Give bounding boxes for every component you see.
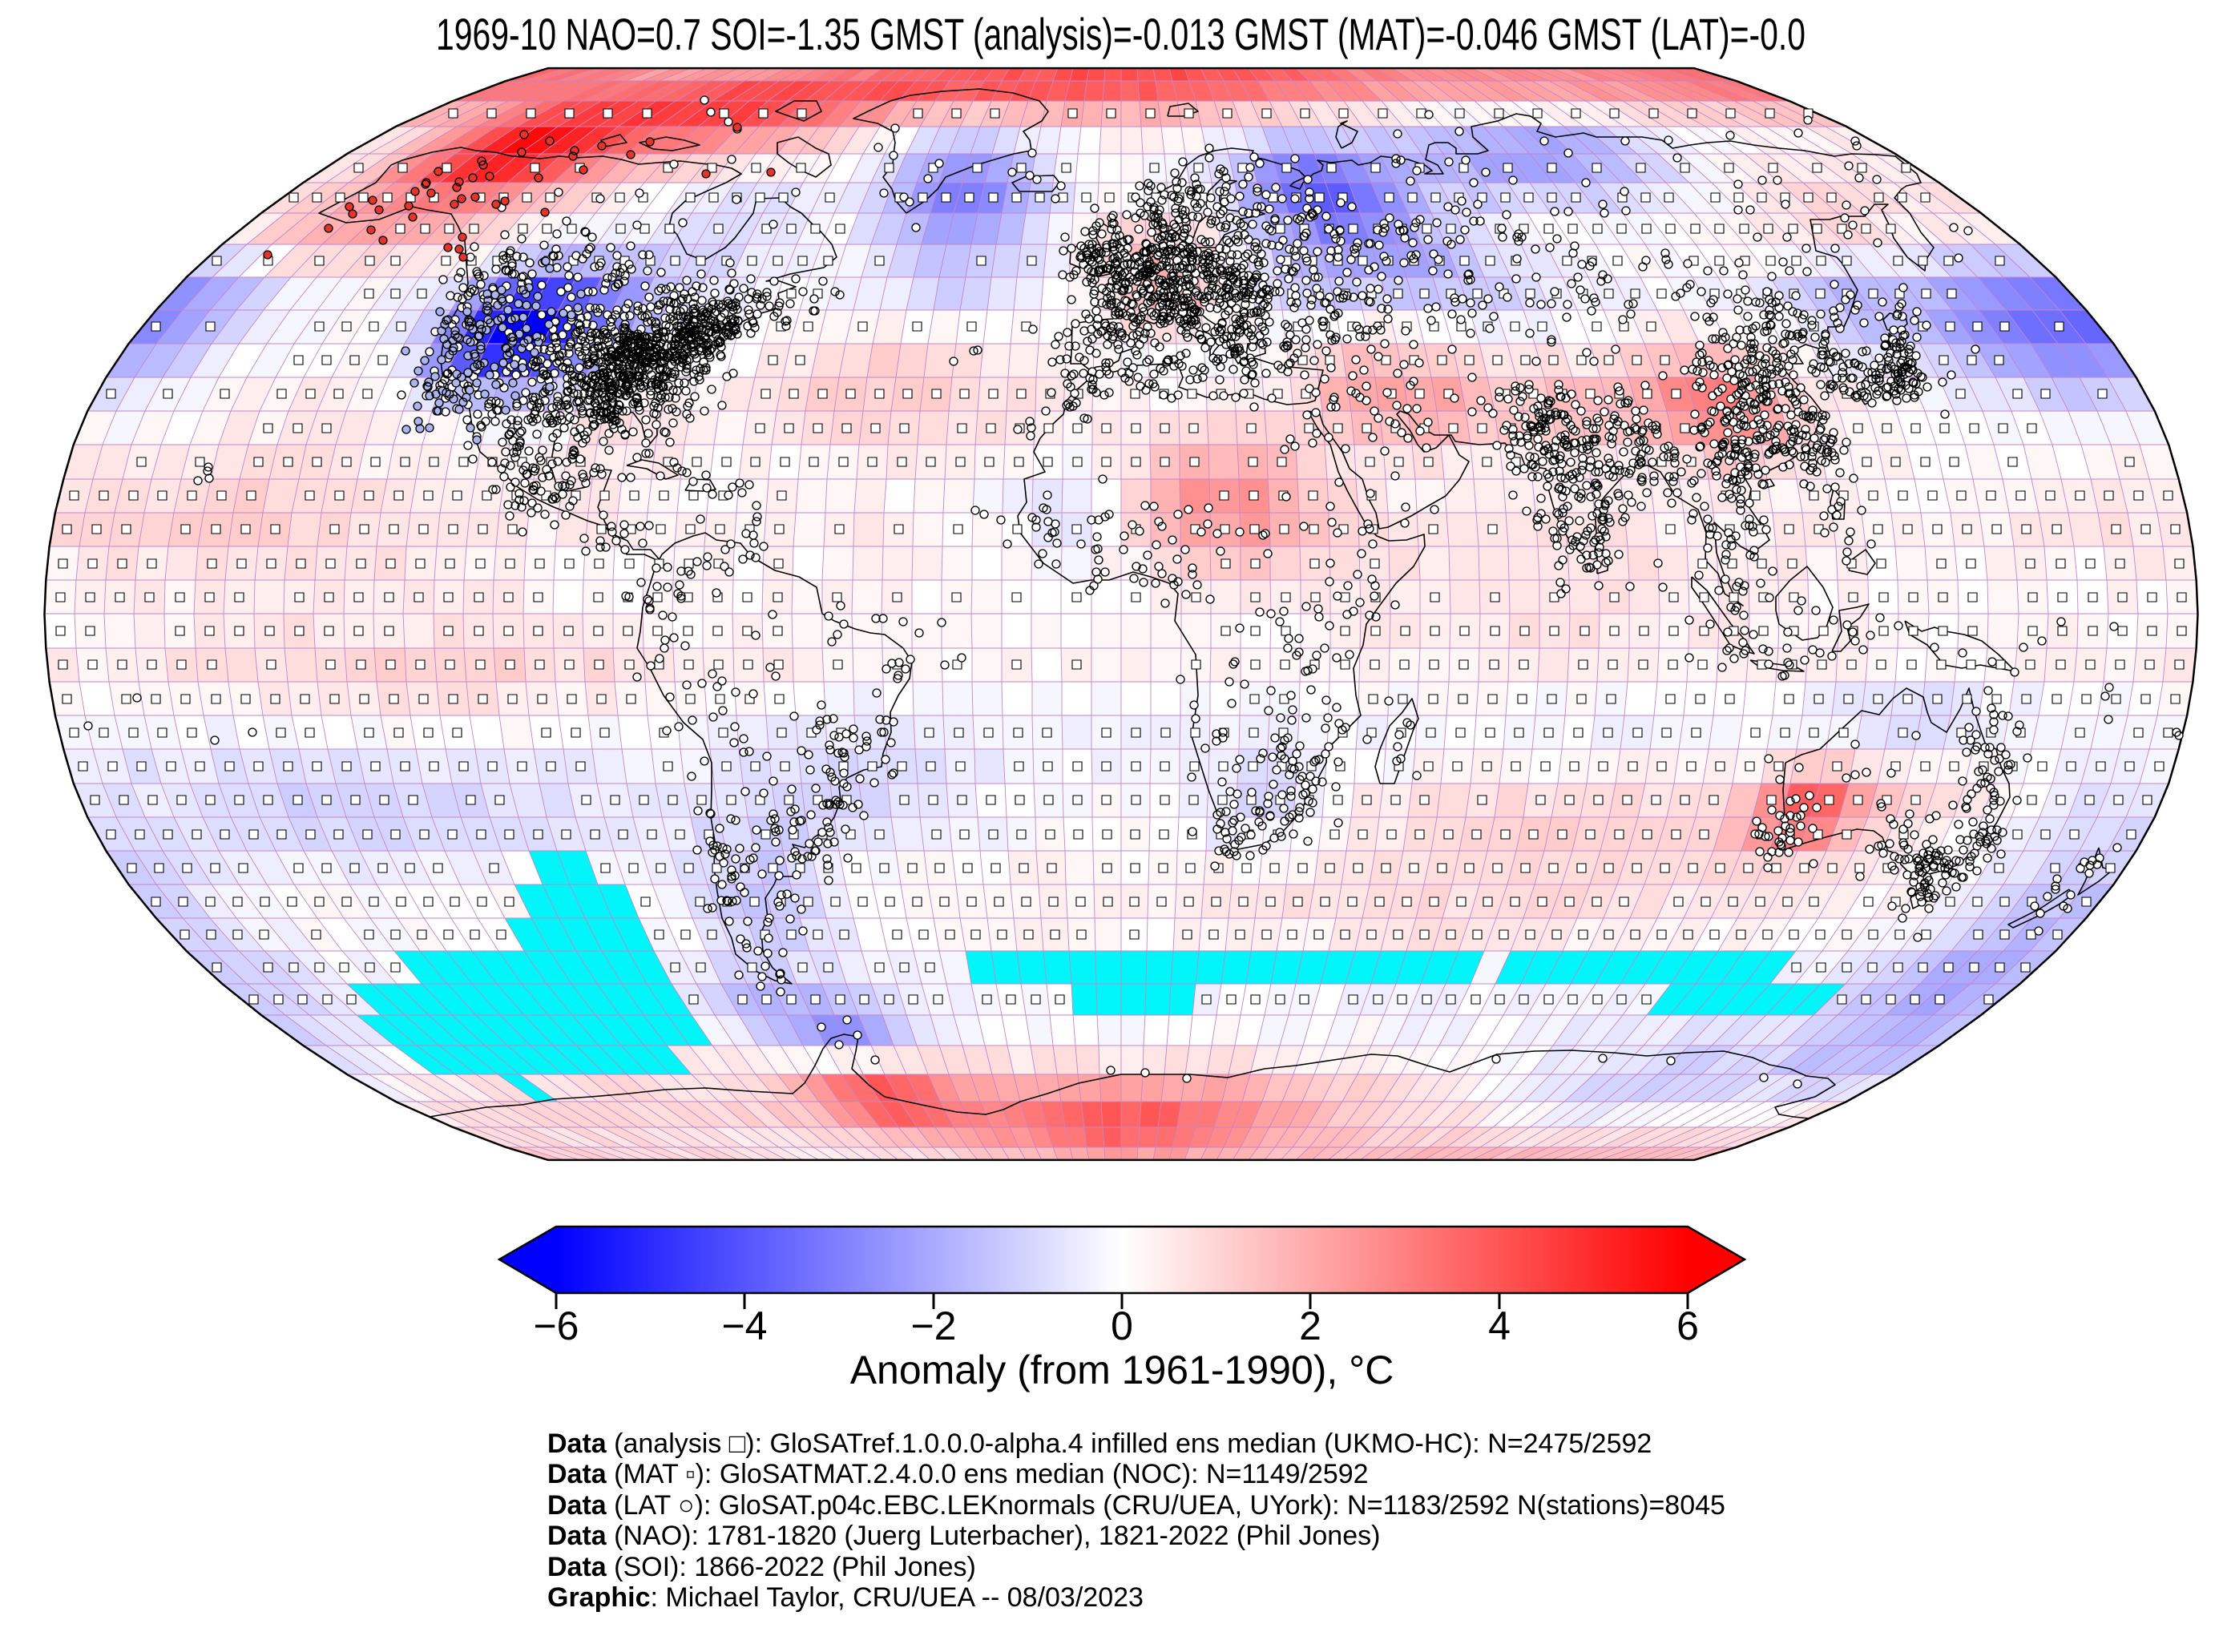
svg-text:0: 0 [1111, 1303, 1133, 1348]
svg-text:6: 6 [1676, 1303, 1699, 1348]
svg-text:Data (analysis □): GloSATref.1: Data (analysis □): GloSATref.1.0.0.0-alp… [547, 1428, 1652, 1459]
svg-text:Anomaly (from 1961-1990), °C: Anomaly (from 1961-1990), °C [850, 1348, 1394, 1392]
svg-text:Data (MAT ▫): GloSATMAT.2.4.0.: Data (MAT ▫): GloSATMAT.2.4.0.0 ens medi… [547, 1459, 1369, 1489]
svg-text:Data (NAO): 1781-1820 (Juerg L: Data (NAO): 1781-1820 (Juerg Luterbacher… [547, 1521, 1380, 1551]
svg-text:−2: −2 [910, 1303, 956, 1348]
svg-text:Graphic: Michael Taylor, CRU/U: Graphic: Michael Taylor, CRU/UEA -- 08/0… [547, 1582, 1144, 1613]
svg-text:4: 4 [1488, 1303, 1511, 1348]
svg-text:Data (SOI): 1866-2022 (Phil Jo: Data (SOI): 1866-2022 (Phil Jones) [547, 1552, 976, 1582]
svg-text:−4: −4 [721, 1303, 767, 1348]
svg-text:1969-10 NAO=0.7 SOI=-1.35 GMST: 1969-10 NAO=0.7 SOI=-1.35 GMST (analysis… [436, 9, 1805, 59]
svg-text:Data (LAT ○): GloSAT.p04c.EBC.: Data (LAT ○): GloSAT.p04c.EBC.LEKnormals… [547, 1490, 1725, 1521]
svg-text:−6: −6 [533, 1303, 579, 1348]
svg-text:2: 2 [1299, 1303, 1321, 1348]
